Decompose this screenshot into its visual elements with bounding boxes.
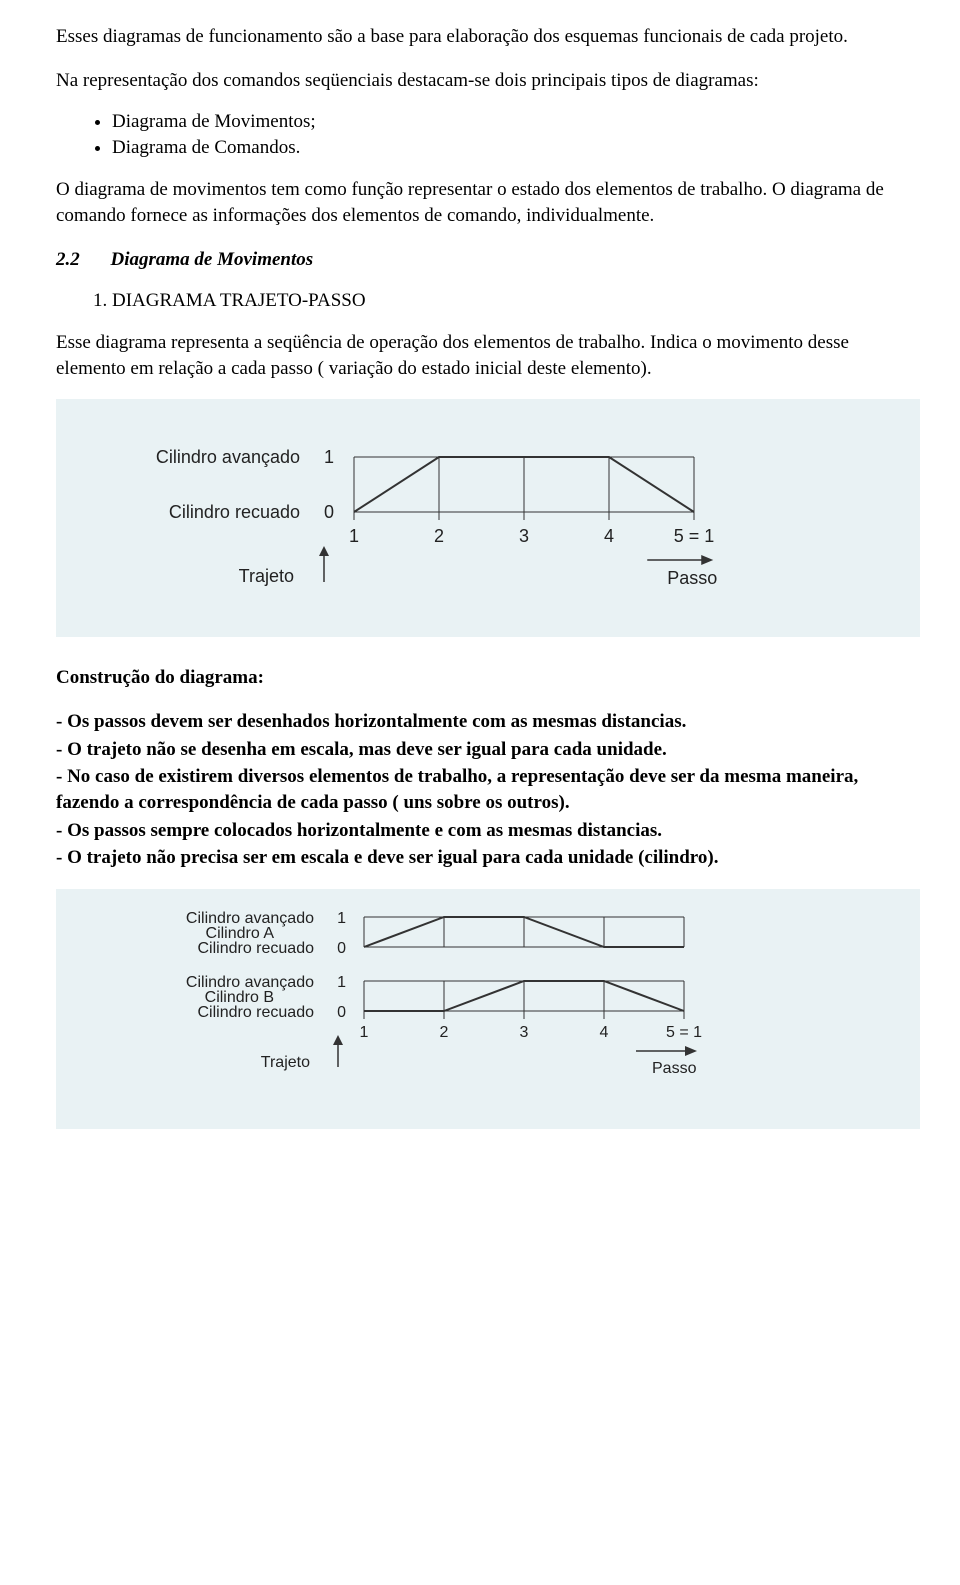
- svg-text:2: 2: [434, 526, 444, 546]
- svg-text:Trajeto: Trajeto: [261, 1054, 310, 1071]
- list-item-trajeto-passo: DIAGRAMA TRAJETO-PASSO: [112, 290, 920, 312]
- svg-text:Passo: Passo: [652, 1060, 697, 1077]
- svg-text:Cilindro A: Cilindro A: [206, 925, 275, 942]
- list-item: Diagrama de Movimentos;: [112, 111, 920, 133]
- construcao-line: - Os passos devem ser desenhados horizon…: [56, 709, 920, 735]
- paragraph-trajeto: Esse diagrama representa a seqüência de …: [56, 330, 920, 381]
- trajeto-passo-double-svg: Cilindro avançadoCilindro recuadoCilindr…: [76, 903, 896, 1123]
- svg-text:Cilindro B: Cilindro B: [205, 989, 274, 1006]
- svg-text:1: 1: [324, 447, 334, 467]
- construcao-line: - No caso de existirem diversos elemento…: [56, 764, 920, 815]
- svg-text:1: 1: [349, 526, 359, 546]
- diagram-trajeto-passo-single: Cilindro avançadoCilindro recuado1012345…: [56, 399, 920, 637]
- svg-text:3: 3: [520, 1024, 529, 1041]
- paragraph-types: Na representação dos comandos seqüenciai…: [56, 68, 920, 94]
- construcao-line: - O trajeto não se desenha em escala, ma…: [56, 737, 920, 763]
- section-number: 2.2: [56, 249, 80, 270]
- svg-text:0: 0: [337, 940, 346, 957]
- construcao-line: - O trajeto não precisa ser em escala e …: [56, 845, 920, 871]
- construcao-line: - Os passos sempre colocados horizontalm…: [56, 818, 920, 844]
- svg-text:2: 2: [440, 1024, 449, 1041]
- svg-text:Passo: Passo: [667, 568, 717, 588]
- paragraph-explain: O diagrama de movimentos tem como função…: [56, 177, 920, 228]
- section-title: Diagrama de Movimentos: [111, 249, 314, 270]
- section-heading: 2.2 Diagrama de Movimentos: [56, 247, 920, 273]
- svg-text:Cilindro avançado: Cilindro avançado: [156, 447, 300, 467]
- svg-text:3: 3: [519, 526, 529, 546]
- numbered-list: DIAGRAMA TRAJETO-PASSO: [56, 290, 920, 312]
- svg-text:Cilindro recuado: Cilindro recuado: [197, 940, 314, 957]
- svg-text:Cilindro recuado: Cilindro recuado: [197, 1004, 314, 1021]
- svg-text:Trajeto: Trajeto: [239, 566, 294, 586]
- svg-text:1: 1: [360, 1024, 369, 1041]
- svg-text:5 = 1: 5 = 1: [666, 1024, 702, 1041]
- construcao-heading: Construção do diagrama:: [56, 665, 920, 691]
- list-item: Diagrama de Comandos.: [112, 137, 920, 159]
- svg-text:Cilindro recuado: Cilindro recuado: [169, 502, 300, 522]
- diagram-types-list: Diagrama de Movimentos; Diagrama de Coma…: [56, 111, 920, 159]
- trajeto-passo-svg: Cilindro avançadoCilindro recuado1012345…: [76, 427, 896, 627]
- svg-text:1: 1: [337, 974, 346, 991]
- svg-text:0: 0: [324, 502, 334, 522]
- svg-text:4: 4: [604, 526, 614, 546]
- svg-text:5 = 1: 5 = 1: [674, 526, 715, 546]
- svg-text:0: 0: [337, 1004, 346, 1021]
- paragraph-intro: Esses diagramas de funcionamento são a b…: [56, 24, 920, 50]
- svg-text:4: 4: [600, 1024, 609, 1041]
- svg-text:1: 1: [337, 910, 346, 927]
- diagram-trajeto-passo-double: Cilindro avançadoCilindro recuadoCilindr…: [56, 889, 920, 1129]
